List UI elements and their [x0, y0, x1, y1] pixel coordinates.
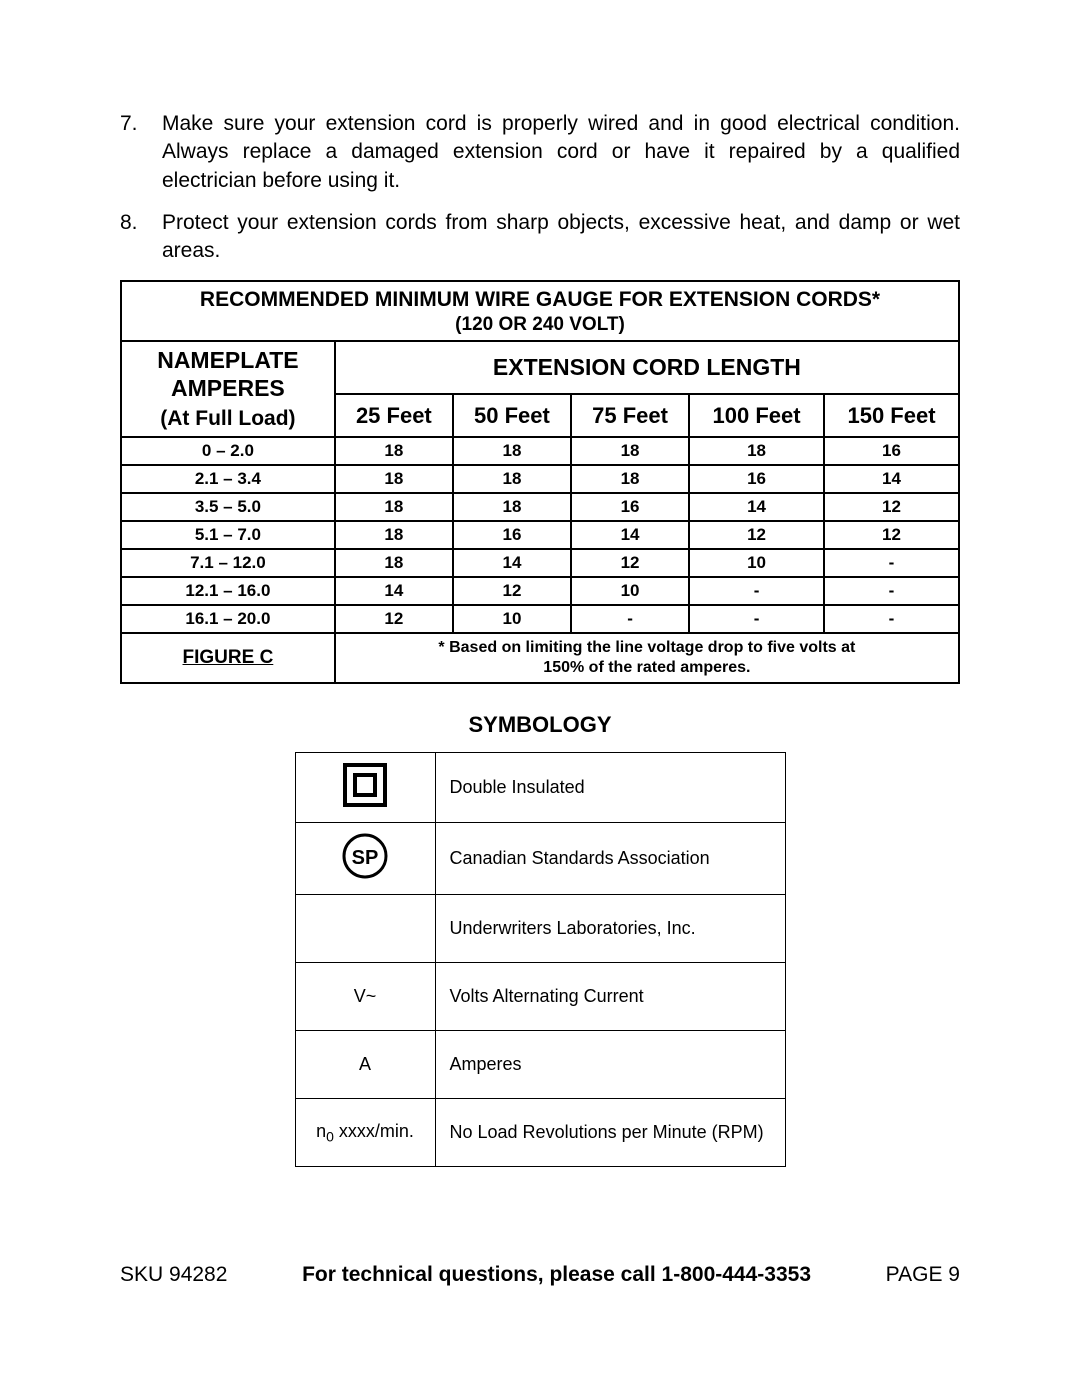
list-item-8: 8. Protect your extension cords from sha…	[120, 209, 960, 266]
symb-row: Double Insulated	[295, 753, 785, 823]
cell: 18	[335, 493, 453, 521]
amp-range: 16.1 – 20.0	[121, 605, 335, 633]
list-text: Protect your extension cords from sharp …	[162, 209, 960, 266]
cell: -	[571, 605, 689, 633]
cell: 14	[689, 493, 824, 521]
list-number: 7.	[120, 110, 162, 195]
symb-row: Underwriters Laboratories, Inc.	[295, 895, 785, 963]
cell: -	[824, 549, 959, 577]
csa-icon: SP	[295, 823, 435, 895]
nameplate-l1: NAMEPLATE	[157, 347, 298, 373]
cell: 14	[453, 549, 571, 577]
symbology-table: Double Insulated SP Canadian Standards A…	[295, 752, 786, 1167]
table-row: 0 – 2.0 18 18 18 18 16	[121, 437, 959, 465]
cell: -	[824, 605, 959, 633]
wire-gauge-table: RECOMMENDED MINIMUM WIRE GAUGE FOR EXTEN…	[120, 280, 960, 685]
svg-text:SP: SP	[352, 847, 379, 869]
nameplate-header: NAMEPLATE AMPERES (At Full Load)	[121, 341, 335, 438]
cell: 18	[571, 465, 689, 493]
symb-row: SP Canadian Standards Association	[295, 823, 785, 895]
symb-desc: Amperes	[435, 1031, 785, 1099]
cell: 12	[824, 493, 959, 521]
nameplate-l3: (At Full Load)	[160, 407, 295, 430]
cell: 16	[689, 465, 824, 493]
amp-range: 3.5 – 5.0	[121, 493, 335, 521]
cell: 10	[571, 577, 689, 605]
list-number: 8.	[120, 209, 162, 266]
symb-desc: Volts Alternating Current	[435, 963, 785, 1031]
col-50ft: 50 Feet	[453, 394, 571, 437]
footnote-l2: 150% of the rated amperes.	[543, 659, 750, 676]
table-row: 7.1 – 12.0 18 14 12 10 -	[121, 549, 959, 577]
amp-range: 12.1 – 16.0	[121, 577, 335, 605]
cell: 12	[824, 521, 959, 549]
cell: 16	[453, 521, 571, 549]
extension-header: EXTENSION CORD LENGTH	[335, 341, 959, 395]
col-150ft: 150 Feet	[824, 394, 959, 437]
table-subtitle: (120 OR 240 VOLT)	[121, 314, 959, 341]
cell: 18	[335, 549, 453, 577]
ul-icon	[295, 895, 435, 963]
table-title: RECOMMENDED MINIMUM WIRE GAUGE FOR EXTEN…	[121, 281, 959, 314]
cell: 18	[335, 521, 453, 549]
nameplate-l2: AMPERES	[171, 375, 285, 401]
amp-range: 7.1 – 12.0	[121, 549, 335, 577]
footer-support: For technical questions, please call 1-8…	[302, 1263, 811, 1287]
table-row: 2.1 – 3.4 18 18 18 16 14	[121, 465, 959, 493]
cell: -	[824, 577, 959, 605]
col-25ft: 25 Feet	[335, 394, 453, 437]
vac-icon: V~	[295, 963, 435, 1031]
symb-desc: Underwriters Laboratories, Inc.	[435, 895, 785, 963]
cell: 12	[571, 549, 689, 577]
cell: 12	[335, 605, 453, 633]
col-75ft: 75 Feet	[571, 394, 689, 437]
figure-label: FIGURE C	[121, 633, 335, 683]
cell: -	[689, 605, 824, 633]
amp-range: 2.1 – 3.4	[121, 465, 335, 493]
list-text: Make sure your extension cord is properl…	[162, 110, 960, 195]
cell: 18	[453, 465, 571, 493]
symb-desc: Canadian Standards Association	[435, 823, 785, 895]
page-footer: SKU 94282 For technical questions, pleas…	[120, 1263, 960, 1287]
list-item-7: 7. Make sure your extension cord is prop…	[120, 110, 960, 195]
cell: 10	[689, 549, 824, 577]
cell: 16	[571, 493, 689, 521]
cell: 12	[689, 521, 824, 549]
page-content: 7. Make sure your extension cord is prop…	[0, 0, 1080, 1167]
rpm-icon: n0 xxxx/min.	[295, 1099, 435, 1167]
cell: 14	[571, 521, 689, 549]
table-footnote: * Based on limiting the line voltage dro…	[335, 633, 959, 683]
cell: -	[689, 577, 824, 605]
table-row: 12.1 – 16.0 14 12 10 - -	[121, 577, 959, 605]
cell: 14	[824, 465, 959, 493]
footer-sku: SKU 94282	[120, 1263, 227, 1287]
table-row: 3.5 – 5.0 18 18 16 14 12	[121, 493, 959, 521]
symb-row: n0 xxxx/min. No Load Revolutions per Min…	[295, 1099, 785, 1167]
footer-page: PAGE 9	[886, 1263, 960, 1287]
symbology-heading: SYMBOLOGY	[120, 712, 960, 738]
cell: 18	[335, 437, 453, 465]
cell: 10	[453, 605, 571, 633]
amp-range: 0 – 2.0	[121, 437, 335, 465]
table-row: 5.1 – 7.0 18 16 14 12 12	[121, 521, 959, 549]
amperes-icon: A	[295, 1031, 435, 1099]
symb-desc: Double Insulated	[435, 753, 785, 823]
cell: 14	[335, 577, 453, 605]
footnote-l1: * Based on limiting the line voltage dro…	[438, 639, 855, 656]
symb-row: A Amperes	[295, 1031, 785, 1099]
double-insulated-icon	[295, 753, 435, 823]
cell: 18	[453, 437, 571, 465]
col-100ft: 100 Feet	[689, 394, 824, 437]
cell: 12	[453, 577, 571, 605]
cell: 16	[824, 437, 959, 465]
cell: 18	[689, 437, 824, 465]
cell: 18	[571, 437, 689, 465]
cell: 18	[453, 493, 571, 521]
cell: 18	[335, 465, 453, 493]
amp-range: 5.1 – 7.0	[121, 521, 335, 549]
symb-row: V~ Volts Alternating Current	[295, 963, 785, 1031]
symb-desc: No Load Revolutions per Minute (RPM)	[435, 1099, 785, 1167]
table-row: 16.1 – 20.0 12 10 - - -	[121, 605, 959, 633]
